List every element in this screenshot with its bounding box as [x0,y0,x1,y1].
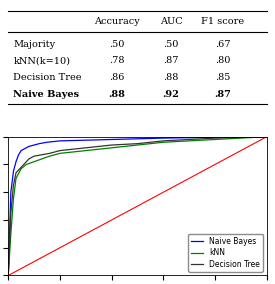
Naive Bayes [12,170,15,173]
Decision Tree [27,157,31,161]
kNN [213,138,217,141]
Naive Bayes [136,137,139,141]
Text: Decision Tree: Decision Tree [13,73,82,82]
kNN [84,149,87,152]
kNN [48,154,51,158]
kNN [32,160,36,163]
Naive Bayes [188,136,191,139]
Decision Tree [239,136,243,139]
Naive Bayes [22,147,25,151]
Text: Naive Bayes: Naive Bayes [13,90,79,99]
Text: AUC: AUC [160,17,182,26]
Text: .87: .87 [214,90,231,99]
Decision Tree [40,153,43,156]
Naive Bayes [17,153,20,156]
kNN [7,274,10,277]
Decision Tree [32,154,36,158]
Text: Majority: Majority [13,40,56,49]
Naive Bayes [84,139,87,142]
Text: .50: .50 [109,40,125,49]
Naive Bayes [45,141,49,144]
kNN [188,139,191,143]
Naive Bayes [265,135,268,138]
Text: .67: .67 [215,40,230,49]
Text: kNN(k=10): kNN(k=10) [13,57,70,66]
Text: .86: .86 [109,73,125,82]
Naive Bayes [58,139,62,143]
Decision Tree [188,138,191,141]
Text: .87: .87 [163,57,179,66]
Text: .50: .50 [163,40,179,49]
Naive Bayes [213,135,217,139]
Naive Bayes [20,149,23,152]
Naive Bayes [14,160,18,163]
Decision Tree [14,171,18,174]
Text: .92: .92 [163,90,180,99]
Text: .80: .80 [215,57,230,66]
Decision Tree [110,143,113,147]
Naive Bayes [27,145,31,148]
kNN [25,163,28,166]
Text: .88: .88 [163,73,179,82]
Naive Bayes [32,143,36,147]
kNN [110,146,113,149]
Legend: Naive Bayes, kNN, Decision Tree: Naive Bayes, kNN, Decision Tree [188,234,263,272]
Decision Tree [265,135,268,138]
Text: .88: .88 [108,90,125,99]
Line: Decision Tree: Decision Tree [8,137,267,275]
Line: Naive Bayes: Naive Bayes [8,137,267,275]
kNN [136,143,139,147]
Decision Tree [17,168,20,172]
Line: kNN: kNN [8,137,267,275]
kNN [40,157,43,161]
Naive Bayes [38,142,41,145]
kNN [58,152,62,155]
Decision Tree [162,139,165,143]
Decision Tree [48,152,51,155]
Decision Tree [136,142,139,145]
kNN [162,141,165,144]
Naive Bayes [162,136,165,140]
Decision Tree [12,183,15,187]
Decision Tree [213,136,217,140]
Text: Accuracy: Accuracy [94,17,140,26]
kNN [12,197,15,201]
Naive Bayes [9,191,12,194]
kNN [20,167,23,170]
Decision Tree [58,149,62,152]
Text: .78: .78 [109,57,125,66]
Decision Tree [84,146,87,149]
kNN [265,135,268,138]
Decision Tree [9,211,12,215]
Naive Bayes [110,138,113,141]
kNN [239,136,243,140]
Text: F1 score: F1 score [201,17,244,26]
kNN [9,232,12,235]
kNN [14,177,18,180]
Decision Tree [7,274,10,277]
Naive Bayes [7,274,10,277]
Text: .85: .85 [215,73,230,82]
Decision Tree [22,163,25,166]
Naive Bayes [239,135,243,139]
